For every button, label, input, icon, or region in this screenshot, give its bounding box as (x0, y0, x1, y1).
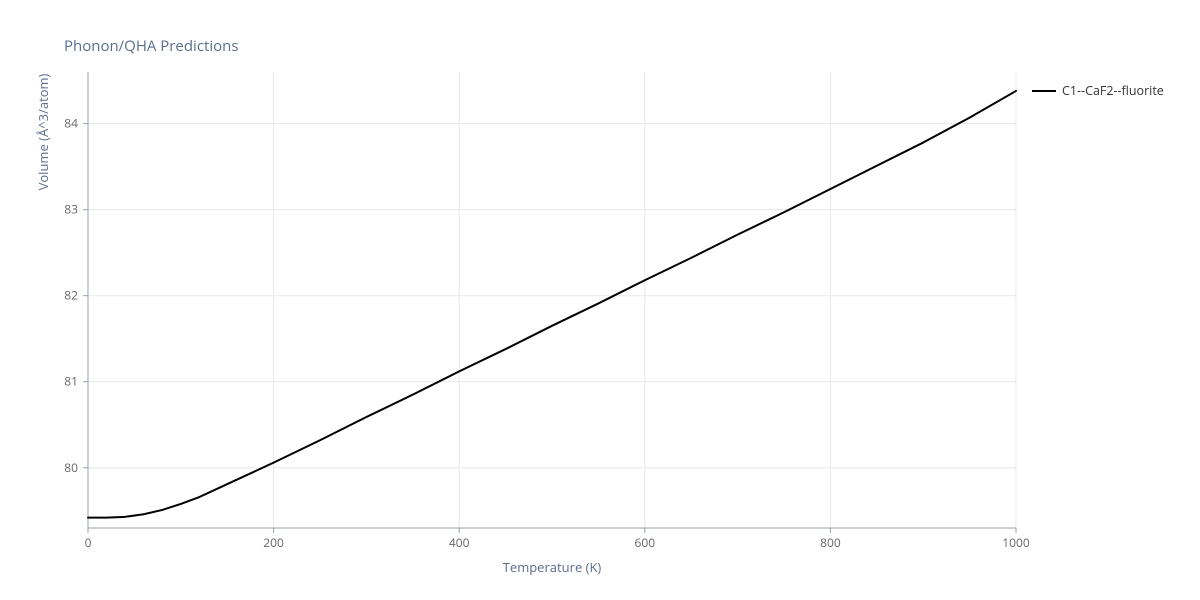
legend-label: C1--CaF2--fluorite (1062, 82, 1164, 99)
y-axis-label: Volume (Å^3/atom) (34, 0, 52, 360)
chart-plot-area: 0 200 400 600 800 1000 80 81 82 83 84 (0, 0, 1200, 600)
x-tick-label: 600 (635, 534, 656, 551)
y-tick-label: 82 (64, 287, 78, 304)
x-tick-label: 800 (820, 534, 841, 551)
x-tick-label: 200 (263, 534, 284, 551)
x-tick-label: 0 (85, 534, 92, 551)
x-axis-label: Temperature (K) (88, 558, 1016, 576)
y-tick-label: 81 (64, 373, 78, 390)
chart-container: Phonon/QHA Predictions 02004006008001000… (0, 0, 1200, 600)
y-tick-label: 84 (64, 115, 78, 132)
legend-swatch (1032, 90, 1056, 92)
series-line (88, 91, 1016, 518)
y-tick-label: 83 (64, 201, 78, 218)
x-tick-label: 400 (449, 534, 470, 551)
legend-item: C1--CaF2--fluorite (1032, 82, 1164, 99)
x-tick-label: 1000 (1002, 534, 1030, 551)
y-tick-label: 80 (64, 459, 78, 476)
